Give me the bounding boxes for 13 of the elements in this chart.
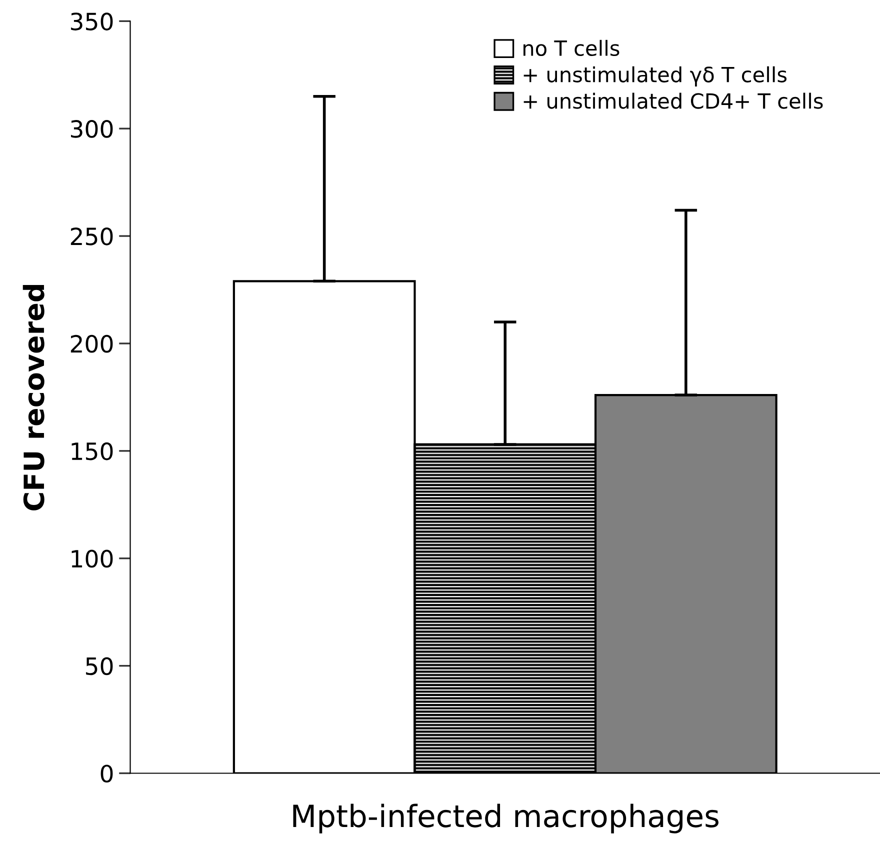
legend-label: + unstimulated CD4+ T cells [524,92,823,109]
y-tick-label: 50 [86,657,113,676]
y-tick-label: 150 [72,442,113,460]
y-tick-label: 350 [71,12,113,30]
y-axis-title: CFU recovered [22,285,44,510]
x-tick-label: Mptb-infected macrophages [293,804,718,834]
y-tick-label: 0 [100,764,113,783]
legend-label: + unstimulated γδ T cells [524,66,787,86]
y-tick-label: 300 [71,120,113,138]
y-tick-label: 250 [70,227,113,246]
y-tick-label: 100 [72,550,113,568]
legend-label: no T cells [524,40,620,56]
y-tick-label: 200 [70,334,113,353]
